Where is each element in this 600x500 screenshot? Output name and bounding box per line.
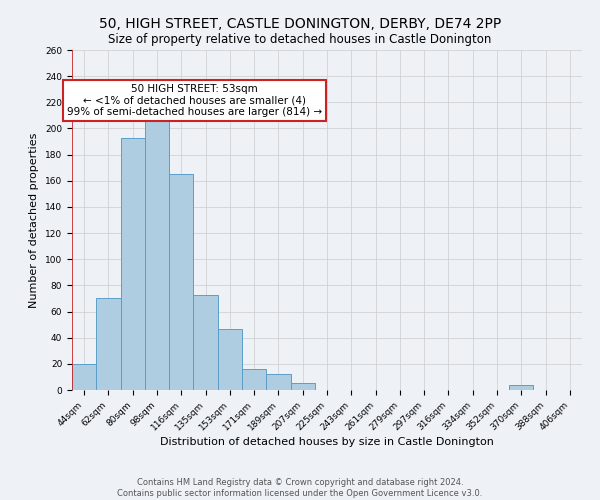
Bar xyxy=(290,384,315,390)
Bar xyxy=(218,328,242,390)
Bar xyxy=(509,385,533,390)
Bar xyxy=(121,138,145,390)
Bar xyxy=(72,364,96,390)
Bar xyxy=(145,113,169,390)
X-axis label: Distribution of detached houses by size in Castle Donington: Distribution of detached houses by size … xyxy=(160,438,494,448)
Text: Size of property relative to detached houses in Castle Donington: Size of property relative to detached ho… xyxy=(109,32,491,46)
Y-axis label: Number of detached properties: Number of detached properties xyxy=(29,132,40,308)
Bar xyxy=(169,174,193,390)
Bar xyxy=(96,298,121,390)
Text: 50, HIGH STREET, CASTLE DONINGTON, DERBY, DE74 2PP: 50, HIGH STREET, CASTLE DONINGTON, DERBY… xyxy=(99,18,501,32)
Bar xyxy=(193,294,218,390)
Text: 50 HIGH STREET: 53sqm
← <1% of detached houses are smaller (4)
99% of semi-detac: 50 HIGH STREET: 53sqm ← <1% of detached … xyxy=(67,84,322,117)
Bar xyxy=(266,374,290,390)
Text: Contains HM Land Registry data © Crown copyright and database right 2024.
Contai: Contains HM Land Registry data © Crown c… xyxy=(118,478,482,498)
Bar xyxy=(242,369,266,390)
